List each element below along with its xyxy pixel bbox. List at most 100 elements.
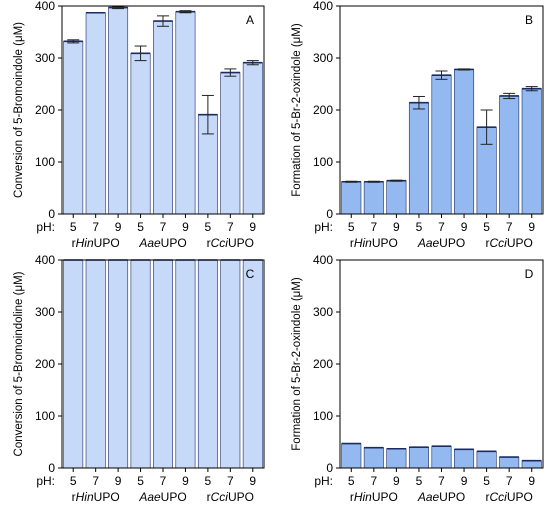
x-tick-label: 7	[92, 474, 99, 488]
y-axis-label: Formation of 5-Br-2-oxindole (μM)	[291, 277, 303, 451]
y-tick-label: 0	[326, 207, 333, 221]
ph-label: pH:	[36, 474, 55, 488]
group-label-part: UPO	[161, 236, 187, 250]
group-label: rCciUPO	[485, 490, 532, 504]
bar	[175, 11, 196, 215]
bar	[153, 259, 173, 469]
bar	[130, 259, 151, 469]
y-tick-label: 100	[35, 409, 55, 423]
bar	[85, 259, 106, 469]
group-label-part: UPO	[94, 490, 120, 504]
bar	[242, 62, 263, 215]
x-tick-label: 9	[393, 474, 400, 488]
group-label-part: Cci	[211, 490, 229, 504]
group-label: rCciUPO	[207, 236, 254, 250]
bar	[108, 7, 129, 215]
x-tick-label: 7	[92, 220, 99, 234]
group-label-part: Cci	[211, 236, 229, 250]
group-label-part: Aae	[417, 490, 440, 504]
x-tick-label: 9	[393, 220, 400, 234]
group-label-part: Aae	[138, 490, 161, 504]
panel-letter: C	[246, 267, 255, 281]
x-tick-label: 9	[115, 474, 122, 488]
group-label-part: r	[207, 490, 211, 504]
group-label-part: r	[207, 236, 211, 250]
group-label: rHinUPO	[72, 490, 120, 504]
group-label-part: UPO	[439, 490, 465, 504]
y-tick-label: 200	[313, 357, 333, 371]
x-tick-label: 5	[483, 220, 490, 234]
group-label: AaeUPO	[417, 490, 465, 504]
bar	[499, 456, 520, 469]
x-tick-label: 5	[205, 474, 212, 488]
group-label-part: Hin	[76, 236, 94, 250]
x-tick-label: 5	[205, 220, 212, 234]
x-tick-label: 5	[416, 220, 423, 234]
bar	[408, 102, 429, 215]
bar	[130, 53, 151, 215]
bar	[363, 181, 384, 215]
group-label-part: UPO	[372, 236, 398, 250]
x-tick-label: 7	[370, 220, 377, 234]
bar	[386, 448, 407, 469]
bar	[153, 20, 173, 215]
y-tick-label: 400	[313, 0, 333, 13]
x-tick-label: 5	[348, 474, 355, 488]
group-label-part: r	[72, 236, 76, 250]
x-tick-label: 7	[438, 474, 445, 488]
y-tick-label: 200	[35, 357, 55, 371]
y-tick-label: 200	[313, 103, 333, 117]
group-label-part: UPO	[372, 490, 398, 504]
y-tick-label: 300	[35, 51, 55, 65]
y-axis-label: Conversion of 5-Bromoindoline (μM)	[13, 271, 25, 456]
x-tick-label: 5	[416, 474, 423, 488]
bar	[454, 69, 475, 215]
group-label-part: Hin	[354, 236, 372, 250]
x-tick-label: 7	[227, 220, 234, 234]
x-tick-label: 5	[70, 474, 77, 488]
bar	[220, 72, 241, 215]
bar	[476, 451, 497, 469]
group-label-part: Aae	[417, 236, 440, 250]
group-label-part: r	[350, 236, 354, 250]
group-label-part: UPO	[228, 490, 254, 504]
y-tick-label: 0	[326, 461, 333, 475]
group-label-part: Aae	[138, 236, 161, 250]
bar	[454, 448, 475, 469]
x-tick-label: 5	[348, 220, 355, 234]
bar	[85, 12, 106, 215]
y-axis-label: Conversion of 5-Bromoindole (μM)	[13, 22, 25, 198]
group-label: AaeUPO	[138, 236, 186, 250]
x-tick-label: 7	[506, 474, 513, 488]
x-tick-label: 9	[461, 220, 468, 234]
panel-letter: B	[525, 13, 533, 27]
group-label-part: r	[485, 490, 489, 504]
group-label-part: UPO	[439, 236, 465, 250]
group-label-part: UPO	[507, 490, 533, 504]
x-tick-label: 9	[461, 474, 468, 488]
x-tick-label: 7	[160, 220, 167, 234]
x-tick-label: 7	[506, 220, 513, 234]
x-tick-label: 7	[438, 220, 445, 234]
y-tick-label: 300	[313, 51, 333, 65]
y-tick-label: 400	[35, 253, 55, 267]
y-tick-label: 200	[35, 103, 55, 117]
x-tick-label: 9	[528, 220, 535, 234]
bar	[63, 259, 84, 469]
bar	[197, 259, 218, 469]
x-tick-label: 5	[137, 220, 144, 234]
y-tick-label: 0	[48, 461, 55, 475]
x-tick-label: 9	[182, 220, 189, 234]
bar	[242, 259, 263, 469]
y-tick-label: 300	[35, 305, 55, 319]
panel-letter: D	[525, 267, 534, 281]
y-tick-label: 100	[313, 155, 333, 169]
bar	[108, 259, 129, 469]
group-label-part: Hin	[76, 490, 94, 504]
bar	[220, 259, 241, 469]
group-label: rHinUPO	[350, 490, 398, 504]
bar	[431, 445, 452, 469]
